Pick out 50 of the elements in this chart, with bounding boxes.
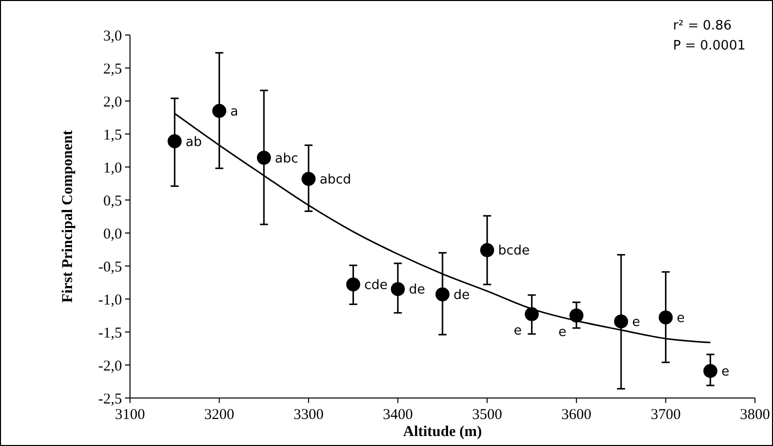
y-tick-label: 3,0: [103, 28, 122, 44]
y-tick-label: 2,0: [103, 94, 122, 110]
annotation: e: [558, 325, 566, 340]
y-tick-label: 1,0: [103, 160, 122, 176]
y-tick-label: -2,5: [98, 391, 122, 408]
x-tick-label: 3600: [561, 407, 592, 423]
y-tick-label: 2,5: [103, 61, 122, 78]
y-tick-label: -0,5: [98, 259, 122, 276]
y-tick-label: -1,0: [98, 292, 122, 308]
text: r² = 0.86: [673, 18, 732, 34]
x-tick-label: 3800: [740, 407, 770, 423]
annotation: abc: [274, 151, 298, 166]
x-tick-label: 3500: [472, 407, 502, 423]
x-tick-label: 3100: [115, 407, 145, 423]
point: [390, 282, 405, 296]
x-tick-label: 3300: [294, 407, 324, 423]
point: [524, 307, 539, 322]
annotation: e: [721, 364, 730, 380]
annotation: e: [514, 324, 522, 339]
point: [302, 172, 316, 186]
y-tick-label: -1,5: [98, 325, 122, 342]
annotation: P = 0.0001: [673, 38, 746, 54]
annotation: abcd: [320, 172, 352, 188]
point: [168, 134, 182, 148]
annotation: e: [632, 314, 640, 330]
point: [658, 310, 673, 324]
y-tick-label: -2,0: [98, 358, 122, 374]
annotation: cde: [364, 278, 388, 294]
y-tick-label: 0,0: [103, 226, 122, 242]
point: [614, 314, 628, 328]
point: [346, 277, 360, 292]
annotation: de: [454, 288, 470, 303]
point: [703, 364, 718, 378]
x-axis-title: Altitude (m): [403, 424, 482, 440]
annotation: ab: [186, 134, 202, 150]
point: [480, 243, 494, 258]
x-tick-label: 3400: [382, 407, 413, 423]
point: [256, 150, 271, 165]
y-tick-label: 1,5: [103, 127, 122, 144]
annotation: a: [230, 104, 238, 120]
y-axis-title: First Principal Component: [60, 130, 76, 303]
annotation: de: [408, 282, 426, 298]
point: [436, 287, 450, 302]
annotation: bcde: [498, 244, 530, 259]
y-tick-label: 0,5: [103, 193, 122, 210]
annotation: e: [676, 311, 685, 326]
x-tick-label: 3700: [650, 407, 681, 423]
point: [569, 308, 584, 322]
x-tick-label: 3200: [204, 407, 234, 423]
point: [212, 104, 226, 118]
